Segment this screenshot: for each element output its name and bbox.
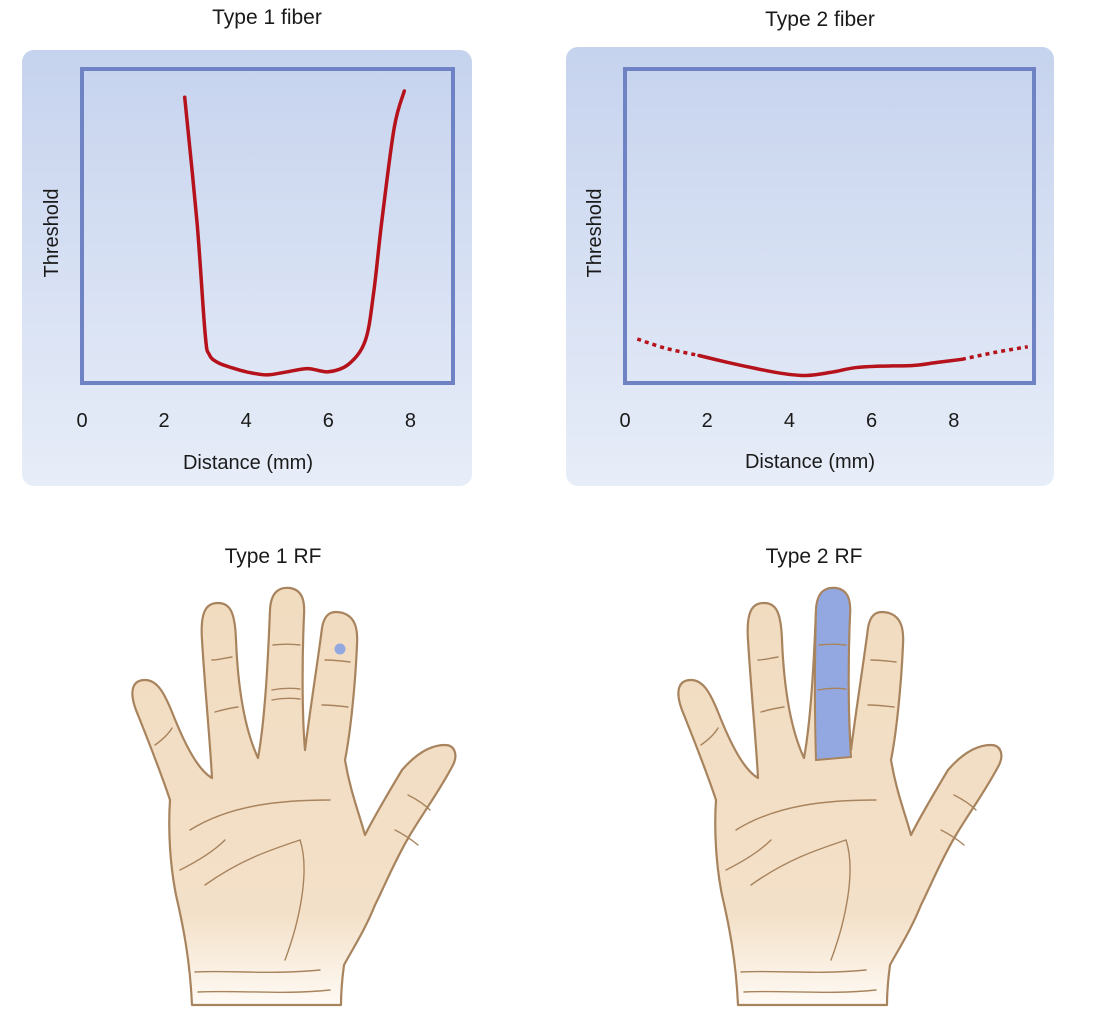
- hand2-title: Type 2 RF: [765, 545, 863, 568]
- chart2-title: Type 2 fiber: [765, 8, 875, 31]
- chart1-panel: [22, 50, 472, 486]
- hand2-crease: [953, 794, 977, 811]
- chart2-x-ticks: 0 2 4 6 8: [619, 410, 959, 432]
- chart2-y-axis-label: Threshold: [584, 189, 606, 278]
- chart1-x-tick-label: 2: [159, 410, 170, 432]
- chart2-series-line-dotted: [636, 337, 700, 358]
- hand1-crease: [154, 727, 173, 746]
- chart2: Threshold Distance (mm) 0 2 4 6 8: [584, 67, 1036, 473]
- chart2-series-line-solid: [697, 353, 964, 378]
- hand1-crease: [321, 704, 349, 708]
- hand1-crease: [211, 656, 233, 661]
- hand2-crease: [867, 704, 895, 708]
- hand-type1: [131, 586, 457, 1007]
- hand1-crease: [272, 643, 301, 646]
- chart2-series-line-dotted: [961, 345, 1029, 362]
- hand1-crease: [204, 839, 301, 886]
- chart1: Threshold Distance (mm) 0 2 4 6 8: [41, 67, 455, 474]
- chart1-title: Type 1 fiber: [212, 6, 322, 29]
- hand1-crease: [284, 839, 305, 961]
- hand2-crease: [750, 839, 847, 886]
- chart1-x-tick-label: 6: [323, 410, 334, 432]
- hand1-crease: [179, 839, 226, 871]
- chart2-x-tick-label: 4: [784, 410, 795, 432]
- hand1-crease: [271, 697, 301, 701]
- chart1-x-tick-label: 8: [405, 410, 416, 432]
- hand2-crease: [940, 829, 965, 846]
- hand1-crease: [197, 989, 331, 993]
- chart2-x-axis-label: Distance (mm): [745, 451, 875, 473]
- chart1-series: [182, 89, 407, 377]
- hand-type2: [677, 586, 1003, 1007]
- hand2-crease: [870, 659, 897, 663]
- chart1-y-axis-label: Threshold: [41, 189, 63, 278]
- chart1-x-tick-label: 0: [76, 410, 87, 432]
- chart2-series: [636, 337, 1029, 378]
- hand1-crease: [214, 706, 239, 713]
- hand1-crease: [394, 829, 419, 846]
- chart2-plot-frame: [623, 67, 1036, 385]
- chart2-x-tick-label: 0: [619, 410, 630, 432]
- hand2-receptive-field-finger: [813, 586, 853, 762]
- hand1-crease: [189, 799, 331, 831]
- hand1-crease: [271, 687, 301, 691]
- hand2-crease: [735, 799, 877, 831]
- chart1-x-ticks: 0 2 4 6 8: [76, 410, 416, 432]
- hand2-crease: [817, 687, 847, 691]
- hand2-crease: [700, 727, 719, 746]
- hand2-crease: [757, 656, 779, 661]
- hand1-title: Type 1 RF: [224, 545, 322, 568]
- chart1-x-tick-label: 4: [241, 410, 252, 432]
- hand2-crease: [743, 989, 877, 993]
- hand2-crease: [760, 706, 785, 713]
- hand1-receptive-field-spot: [334, 643, 346, 655]
- chart2-x-tick-label: 2: [702, 410, 713, 432]
- hand2-crease: [830, 839, 851, 961]
- chart1-plot-frame: [80, 67, 455, 385]
- hand1-crease: [324, 659, 351, 663]
- hand2-crease: [818, 643, 847, 646]
- hand2-crease: [740, 969, 867, 973]
- hand1-crease: [194, 969, 321, 973]
- hand1-silhouette: [131, 586, 457, 1007]
- chart2-x-tick-label: 8: [948, 410, 959, 432]
- chart2-panel: [566, 47, 1054, 486]
- hand1-crease: [407, 794, 431, 811]
- chart2-x-tick-label: 6: [866, 410, 877, 432]
- chart1-x-axis-label: Distance (mm): [183, 452, 313, 474]
- hand2-crease: [725, 839, 772, 871]
- chart1-series-line-solid: [182, 89, 407, 377]
